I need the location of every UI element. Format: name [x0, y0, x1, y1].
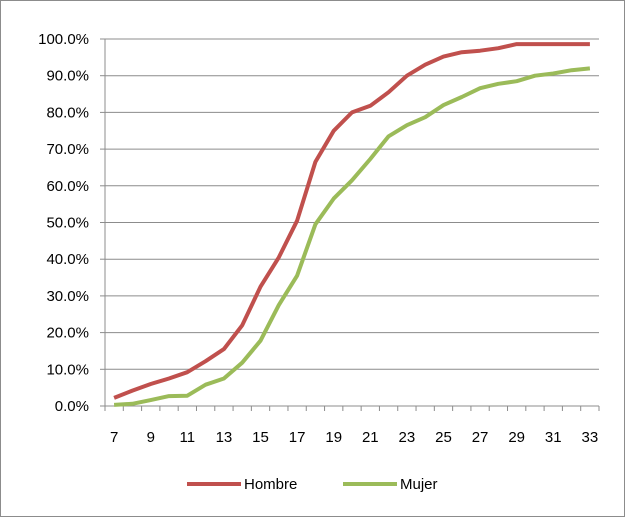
y-axis-tick-labels: 0.0% 10.0% 20.0% 30.0% 40.0% 50.0% 60.0% 70.0% 8… [38, 31, 89, 415]
x-tick-label: 11 [180, 429, 196, 446]
x-tick-label: 17 [289, 429, 306, 446]
x-tick-label: 13 [216, 429, 233, 446]
legend-label: Hombre [244, 476, 297, 493]
x-tick-label: 25 [435, 429, 452, 446]
x-tick-label: 27 [472, 429, 489, 446]
x-tick-label: 31 [545, 429, 562, 446]
y-tick-label: 60.0% [46, 178, 89, 195]
axes [100, 38, 600, 411]
y-tick-label: 90.0% [46, 68, 89, 85]
x-tick-label: 9 [147, 429, 155, 446]
y-tick-label: 0.0% [55, 398, 89, 415]
series-line-mujer [113, 66, 591, 407]
legend-label: Mujer [400, 476, 438, 493]
y-tick-label: 20.0% [46, 325, 89, 342]
y-tick-label: 50.0% [46, 215, 89, 232]
x-tick-label: 15 [252, 429, 269, 446]
x-tick-label: 21 [362, 429, 379, 446]
x-tick-label: 19 [325, 429, 342, 446]
legend-item-hombre: Hombre [187, 476, 297, 493]
y-tick-label: 100.0% [38, 31, 89, 48]
plot-series [113, 42, 591, 407]
x-tick-label: 23 [399, 429, 416, 446]
y-tick-label: 30.0% [46, 288, 89, 305]
x-tick-label: 33 [582, 429, 599, 446]
gridlines [105, 38, 599, 370]
y-tick-label: 10.0% [46, 361, 89, 378]
y-tick-label: 80.0% [46, 104, 89, 121]
legend: Hombre Mujer [187, 476, 438, 493]
legend-item-mujer: Mujer [343, 476, 438, 493]
y-tick-label: 40.0% [46, 251, 89, 268]
series-line-hombre [113, 42, 590, 400]
x-axis-tick-labels: 7 9 11 13 15 17 19 21 23 25 27 29 31 33 [110, 429, 598, 446]
x-tick-label: 7 [110, 429, 118, 446]
x-tick-label: 29 [508, 429, 525, 446]
y-tick-label: 70.0% [46, 141, 89, 158]
